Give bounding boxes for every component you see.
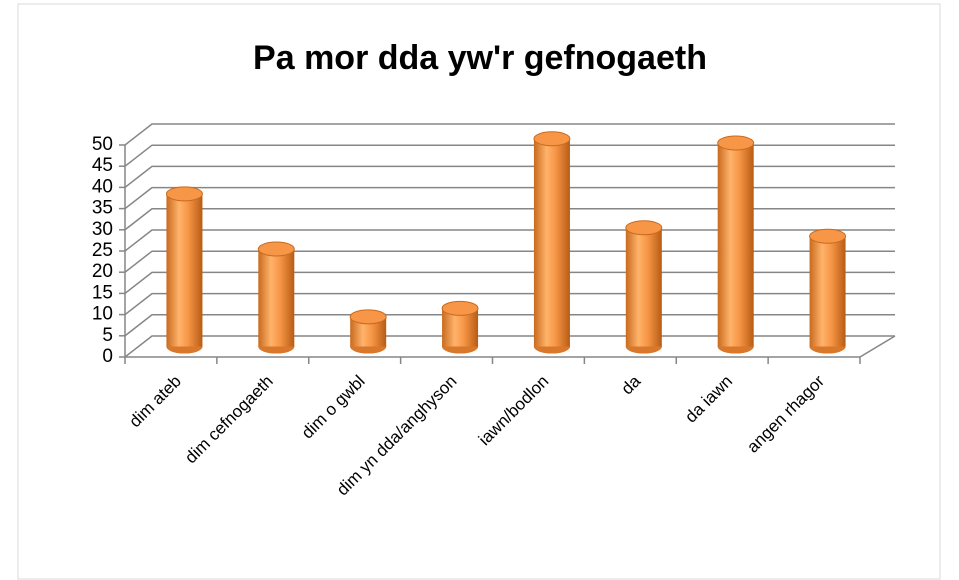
bar-top xyxy=(625,220,663,236)
bar-top xyxy=(717,135,755,151)
bar-body xyxy=(809,236,846,347)
bar-top xyxy=(533,131,571,147)
y-tick-label: 45 xyxy=(92,155,113,176)
y-tick-label: 40 xyxy=(92,176,113,197)
bar-top xyxy=(349,309,387,325)
bar-body xyxy=(533,138,570,347)
bar-base xyxy=(533,346,570,354)
grid-line xyxy=(124,123,895,146)
bar xyxy=(533,131,571,354)
bar xyxy=(165,186,203,354)
y-tick-label: 35 xyxy=(92,198,113,219)
bar-body xyxy=(166,193,203,347)
grid-line xyxy=(124,208,895,231)
bar xyxy=(717,135,755,354)
bar-body xyxy=(717,142,754,347)
bar-base xyxy=(350,346,387,354)
bar-base xyxy=(625,346,662,354)
bar-top xyxy=(441,300,479,316)
bar xyxy=(809,228,847,354)
bar-top xyxy=(165,186,203,202)
bar xyxy=(257,241,295,354)
bar xyxy=(441,300,479,354)
bar-top xyxy=(257,241,295,257)
bar-base xyxy=(442,346,479,354)
bar-base xyxy=(717,346,754,354)
y-tick-label: 25 xyxy=(92,240,113,261)
grid-line xyxy=(124,186,895,210)
bar-base xyxy=(809,346,846,354)
y-tick-label: 30 xyxy=(92,219,113,240)
bar-base xyxy=(258,346,295,354)
bar-body xyxy=(625,227,662,347)
grid-line xyxy=(124,165,895,188)
y-tick-label: 20 xyxy=(92,261,113,282)
y-tick-label: 0 xyxy=(102,346,113,367)
bar xyxy=(625,220,663,354)
bar-base xyxy=(166,346,203,354)
bar xyxy=(349,309,387,354)
y-tick-label: 10 xyxy=(92,304,113,325)
y-tick-label: 50 xyxy=(92,134,113,155)
bar-top xyxy=(809,228,847,244)
y-tick-label: 15 xyxy=(92,282,113,303)
y-tick-label: 5 xyxy=(102,325,113,346)
grid-line xyxy=(124,144,895,167)
chart-border xyxy=(17,3,941,580)
chart-title: Pa mor dda yw'r gefnogaeth xyxy=(253,39,707,77)
bar-body xyxy=(258,248,295,347)
